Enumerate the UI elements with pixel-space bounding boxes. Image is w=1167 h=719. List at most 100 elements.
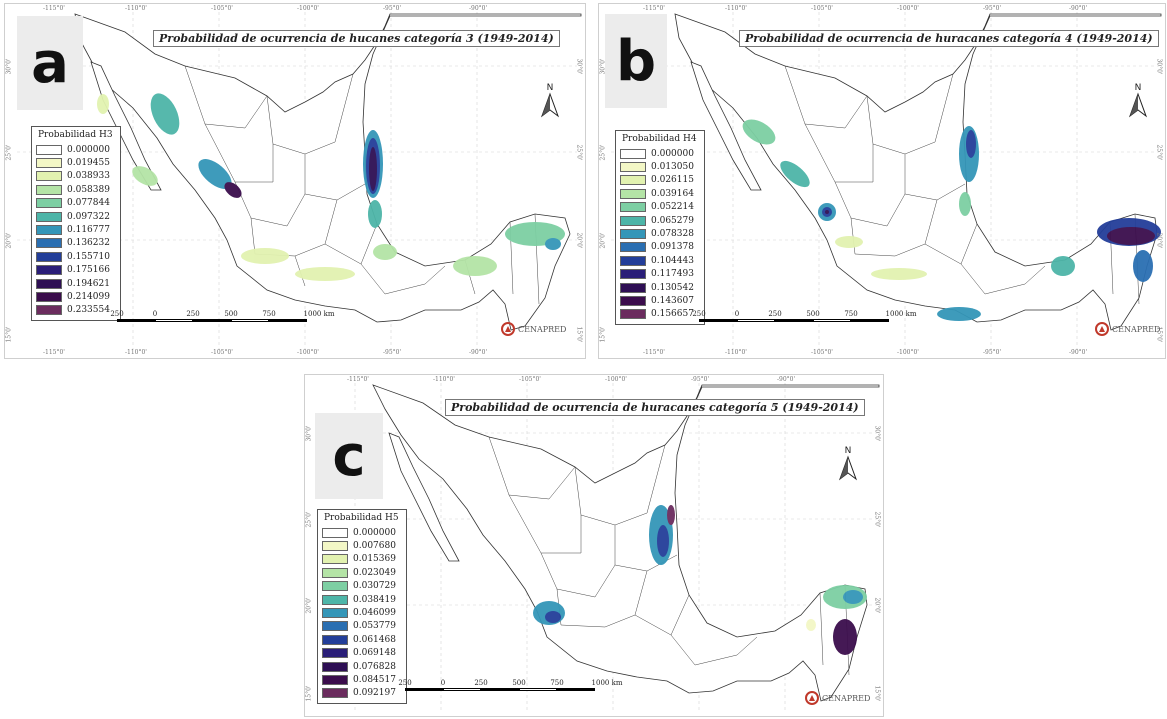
- legend-value: 0.015369: [353, 554, 396, 565]
- legend-item: 0.104443: [620, 254, 700, 267]
- legend-item: 0.039164: [620, 187, 700, 200]
- legend-value: 0.000000: [353, 527, 396, 538]
- graticule-label: -115°0': [643, 349, 665, 356]
- scale-segment: [155, 319, 193, 322]
- map-panel-b: b Probabilidad de ocurrencia de huracane…: [598, 3, 1166, 359]
- scale-bar: 250 0 250 500 750 1000 km: [398, 679, 622, 693]
- scale-bar: 250 0 250 500 750 1000 km: [110, 310, 334, 324]
- legend-value: 0.116777: [67, 225, 110, 236]
- legend-item: 0.026115: [620, 174, 700, 187]
- graticule-label: 25°0': [1155, 144, 1163, 161]
- legend-value: 0.092197: [353, 688, 396, 699]
- scale-segment: [193, 319, 231, 322]
- legend-swatch: [620, 295, 646, 306]
- legend-swatch: [322, 634, 348, 645]
- legend-value: 0.136232: [67, 238, 110, 249]
- legend-item: 0.023049: [322, 566, 402, 579]
- legend-item: 0.136232: [36, 237, 116, 250]
- cenapred-label: CENAPRED: [1112, 324, 1161, 334]
- legend-value: 0.077844: [67, 198, 110, 209]
- scale-segment: [557, 688, 595, 691]
- legend-value: 0.061468: [353, 634, 396, 645]
- scale-segment: [775, 319, 813, 322]
- legend-item: 0.156657: [620, 308, 700, 321]
- graticule-label: -115°0': [43, 5, 65, 12]
- graticule-label: -105°0': [811, 5, 833, 12]
- graticule-label: 20°0': [873, 597, 881, 614]
- scale-label: 500: [512, 679, 526, 687]
- map-panel-c: c Probabilidad de ocurrencia de huracane…: [304, 374, 884, 717]
- north-arrow-icon: N: [537, 82, 563, 122]
- legend: Probabilidad H3 0.000000 0.019455 0.038933…: [31, 126, 121, 322]
- graticule-label: 30°0': [599, 58, 607, 75]
- graticule-label: 20°0': [305, 597, 313, 614]
- graticule-label: -110°0': [125, 349, 147, 356]
- legend-swatch: [620, 215, 646, 226]
- legend-value: 0.038933: [67, 171, 110, 182]
- cenapred-logo: CENAPRED: [501, 322, 566, 336]
- graticule-label: -95°0': [383, 5, 402, 12]
- scale-label: 750: [550, 679, 564, 687]
- legend: Probabilidad H5 0.000000 0.007680 0.015369…: [317, 509, 407, 705]
- graticule-label: 15°0': [873, 685, 881, 702]
- map-panel-a: a Probabilidad de ocurrencia de hucanes …: [4, 3, 586, 359]
- map-title: Probabilidad de ocurrencia de huracanes …: [739, 30, 1159, 47]
- legend-item: 0.000000: [36, 143, 116, 156]
- legend-value: 0.084517: [353, 674, 396, 685]
- legend-item: 0.038933: [36, 170, 116, 183]
- legend-item: 0.030729: [322, 580, 402, 593]
- legend-value: 0.026115: [651, 175, 694, 186]
- graticule-label: -95°0': [383, 349, 402, 356]
- legend-item: 0.061468: [322, 633, 402, 646]
- legend-item: 0.069148: [322, 647, 402, 660]
- legend-item: 0.084517: [322, 673, 402, 686]
- scale-segment: [231, 319, 269, 322]
- legend-swatch: [322, 581, 348, 592]
- graticule-label: -100°0': [897, 5, 919, 12]
- legend-value: 0.052214: [651, 202, 694, 213]
- graticule-label: 30°0': [873, 425, 881, 442]
- legend-item: 0.013050: [620, 160, 700, 173]
- legend-value: 0.038419: [353, 594, 396, 605]
- graticule-label: -95°0': [983, 5, 1002, 12]
- legend-value: 0.076828: [353, 661, 396, 672]
- legend-swatch: [620, 242, 646, 253]
- legend-title: Probabilidad H4: [622, 134, 697, 144]
- legend-swatch: [322, 527, 348, 538]
- scale-label: 750: [262, 310, 276, 318]
- legend-rows: 0.000000 0.019455 0.038933 0.058389 0.077844…: [36, 143, 116, 317]
- cenapred-emblem-icon: [805, 691, 819, 705]
- graticule-label: -95°0': [983, 349, 1002, 356]
- graticule-label: -110°0': [725, 349, 747, 356]
- graticule-label: 25°0': [873, 511, 881, 528]
- legend-value: 0.019455: [67, 158, 110, 169]
- cenapred-emblem-icon: [1095, 322, 1109, 336]
- legend-item: 0.015369: [322, 553, 402, 566]
- scale-segment: [269, 319, 307, 322]
- legend-swatch: [322, 648, 348, 659]
- legend-item: 0.233554: [36, 304, 116, 317]
- legend-swatch: [36, 225, 62, 236]
- legend-item: 0.038419: [322, 593, 402, 606]
- legend-swatch: [322, 621, 348, 632]
- graticule-label: 15°0': [1155, 326, 1163, 343]
- legend-value: 0.175166: [67, 265, 110, 276]
- scale-label: 250: [474, 679, 488, 687]
- legend-value: 0.143607: [651, 295, 694, 306]
- legend-swatch: [36, 251, 62, 262]
- graticule-label: -115°0': [643, 5, 665, 12]
- legend-swatch: [620, 162, 646, 173]
- legend-value: 0.104443: [651, 255, 694, 266]
- legend-item: 0.092197: [322, 687, 402, 700]
- legend-swatch: [620, 188, 646, 199]
- legend-item: 0.007680: [322, 539, 402, 552]
- scale-bar: 250 0 250 500 750 1000 km: [692, 310, 916, 324]
- map-title: Probabilidad de ocurrencia de huracanes …: [445, 399, 865, 416]
- graticule-label: 25°0': [305, 511, 313, 528]
- graticule-label: 30°0': [575, 58, 583, 75]
- legend-item: 0.155710: [36, 250, 116, 263]
- graticule-label: -90°0': [469, 5, 488, 12]
- legend-swatch: [620, 282, 646, 293]
- scale-label: 250: [110, 310, 124, 318]
- legend-swatch: [36, 291, 62, 302]
